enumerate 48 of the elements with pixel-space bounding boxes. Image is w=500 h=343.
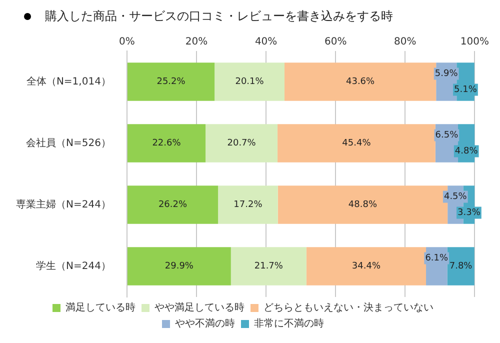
bar: [278, 124, 436, 162]
data-label: 4.5%: [444, 192, 468, 202]
bar: [230, 247, 306, 286]
legend-label: 満足している時: [66, 302, 136, 314]
data-label: 21.7%: [254, 262, 284, 272]
x-tick-label: 80%: [394, 36, 416, 48]
data-label: 5.9%: [434, 69, 458, 80]
data-label: 25.2%: [156, 77, 186, 88]
data-label: 3.3%: [458, 208, 481, 218]
data-label: 6.5%: [435, 130, 459, 141]
bar: [127, 124, 206, 162]
data-label: 26.2%: [158, 200, 188, 210]
y-tick-label: 会社員（N=526）: [26, 136, 111, 149]
bar: [218, 186, 278, 224]
data-label: 20.7%: [227, 138, 256, 149]
data-label: 48.8%: [348, 200, 378, 210]
bar: [206, 124, 278, 162]
data-label: 22.6%: [152, 138, 182, 149]
chart-title: 購入した商品・サービスの口コミ・レビューを書き込みをする時: [45, 8, 393, 25]
data-label: 7.8%: [449, 262, 473, 272]
bar: [284, 62, 436, 101]
x-tick-label: 20%: [185, 36, 208, 48]
legend-label: やや不満の時: [175, 318, 235, 330]
data-label: 6.1%: [425, 254, 448, 264]
data-label: 34.4%: [352, 262, 381, 272]
bar: [214, 62, 284, 101]
x-tick-label: 60%: [324, 36, 347, 48]
data-label: 29.9%: [164, 262, 194, 272]
bar: [127, 62, 215, 101]
x-tick-label: 0%: [119, 36, 135, 48]
y-tick-label: 学生（N=244）: [36, 260, 111, 272]
y-tick-label: 全体（N=1,014）: [26, 75, 111, 88]
x-tick-label: 40%: [254, 36, 278, 48]
legend-label: 非常に不満の時: [254, 318, 324, 330]
legend-label: やや満足している時: [154, 302, 244, 314]
y-tick-label: 専業主婦（N=244）: [16, 198, 111, 210]
data-label: 5.1%: [454, 85, 478, 96]
data-label: 4.8%: [454, 146, 478, 157]
data-label: 17.2%: [234, 200, 263, 210]
data-label: 43.6%: [346, 77, 376, 88]
bar: [447, 247, 474, 286]
x-tick-label: 100%: [460, 36, 489, 48]
data-label: 45.4%: [342, 138, 372, 149]
bar: [306, 247, 426, 286]
legend-label: どちらともいえない・決まっていない: [264, 302, 434, 314]
bar: [127, 247, 231, 286]
bar: [127, 186, 218, 224]
data-label: 20.1%: [235, 77, 264, 88]
